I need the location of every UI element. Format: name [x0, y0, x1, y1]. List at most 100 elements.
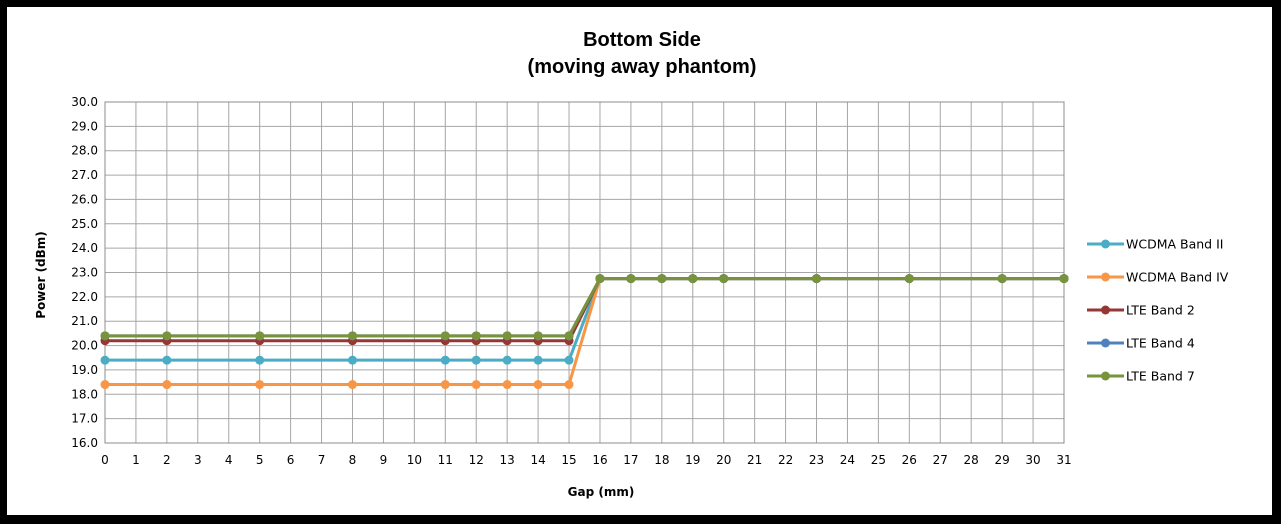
y-tick-label: 24.0 — [71, 241, 98, 255]
x-tick-label: 23 — [809, 453, 824, 467]
data-point — [471, 355, 481, 365]
x-tick-label: 17 — [623, 453, 638, 467]
series-line — [105, 277, 1064, 387]
x-tick-label: 27 — [933, 453, 948, 467]
data-point — [626, 274, 636, 284]
data-point — [440, 331, 450, 341]
y-tick-label: 16.0 — [71, 436, 98, 450]
data-point — [688, 274, 698, 284]
x-tick-label: 22 — [778, 453, 793, 467]
data-point — [440, 380, 450, 390]
y-tick-label: 22.0 — [71, 290, 98, 304]
x-tick-label: 7 — [318, 453, 326, 467]
data-point — [440, 355, 450, 365]
data-point — [997, 274, 1007, 284]
x-tick-label: 6 — [287, 453, 295, 467]
data-point — [595, 274, 605, 284]
data-point — [255, 380, 265, 390]
x-tick-label: 24 — [840, 453, 855, 467]
data-point — [255, 355, 265, 365]
x-tick-label: 21 — [747, 453, 762, 467]
x-tick-label: 9 — [380, 453, 388, 467]
x-tick-label: 11 — [438, 453, 453, 467]
data-point — [502, 380, 512, 390]
y-tick-label: 27.0 — [71, 168, 98, 182]
y-tick-label: 25.0 — [71, 217, 98, 231]
legend-item: LTE Band 4 — [1087, 336, 1195, 351]
x-tick-label: 12 — [469, 453, 484, 467]
data-point — [162, 355, 172, 365]
data-point — [255, 331, 265, 341]
data-point — [162, 380, 172, 390]
data-point — [564, 380, 574, 390]
x-tick-label: 25 — [871, 453, 886, 467]
x-tick-label: 10 — [407, 453, 422, 467]
x-tick-label: 15 — [561, 453, 576, 467]
legend-marker — [1101, 305, 1110, 315]
y-axis-ticks: 16.0 17.0 18.0 19.0 20.0 21.0 22.0 23.0 24.0 25.0… — [71, 95, 98, 450]
y-tick-label: 19.0 — [71, 363, 98, 377]
x-tick-label: 18 — [654, 453, 669, 467]
legend-marker — [1101, 272, 1110, 282]
legend-item: WCDMA Band II — [1087, 237, 1223, 252]
plot-area — [104, 101, 1065, 444]
data-point — [347, 355, 357, 365]
x-tick-label: 29 — [994, 453, 1009, 467]
data-point — [812, 274, 822, 284]
y-tick-label: 17.0 — [71, 412, 98, 426]
data-point — [471, 331, 481, 341]
x-tick-label: 5 — [256, 453, 264, 467]
y-axis-label: Power (dBm) — [34, 231, 48, 319]
chart-frame: Bottom Side (moving away phantom) 16.0 17… — [5, 5, 1274, 517]
data-point — [162, 331, 172, 341]
chart-title: Bottom Side — [583, 29, 701, 51]
x-tick-label: 0 — [101, 453, 109, 467]
x-tick-label: 8 — [349, 453, 357, 467]
series-lines — [100, 274, 1069, 390]
y-tick-label: 28.0 — [71, 144, 98, 158]
data-point — [100, 355, 110, 365]
data-point — [657, 274, 667, 284]
x-tick-label: 13 — [500, 453, 515, 467]
x-axis-ticks: 0 1 2 3 4 5 6 7 8 9 10 11 12 13 14 15 16 17 18 19 20 21 22 23 24… — [101, 453, 1071, 467]
legend: WCDMA Band II WCDMA Band IV LTE Band 2 LTE … — [1087, 237, 1229, 384]
series-wcdma-band-iv — [100, 274, 1069, 390]
data-point — [533, 380, 543, 390]
data-point — [533, 355, 543, 365]
series-wcdma-band-ii — [100, 274, 1069, 365]
grid-lines — [104, 101, 1065, 444]
data-point — [471, 380, 481, 390]
legend-label: WCDMA Band II — [1126, 237, 1223, 252]
x-tick-label: 16 — [592, 453, 607, 467]
x-tick-label: 3 — [194, 453, 202, 467]
x-tick-label: 1 — [132, 453, 140, 467]
series-line — [105, 277, 1064, 362]
y-tick-label: 18.0 — [71, 387, 98, 401]
chart-subtitle: (moving away phantom) — [528, 56, 757, 78]
chart-canvas: Bottom Side (moving away phantom) 16.017… — [34, 29, 1229, 499]
x-axis-label: Gap (mm) — [568, 485, 635, 499]
legend-label: LTE Band 2 — [1126, 303, 1195, 318]
data-point — [100, 331, 110, 341]
data-point — [100, 380, 110, 390]
legend-item: LTE Band 2 — [1087, 303, 1195, 318]
x-tick-label: 2 — [163, 453, 171, 467]
data-point — [564, 355, 574, 365]
legend-marker — [1101, 338, 1110, 348]
legend-item: WCDMA Band IV — [1087, 270, 1229, 285]
x-tick-label: 20 — [716, 453, 731, 467]
legend-label: WCDMA Band IV — [1126, 270, 1229, 285]
series-lte-band-7 — [100, 274, 1069, 341]
data-point — [502, 331, 512, 341]
y-tick-label: 29.0 — [71, 119, 98, 133]
x-tick-label: 19 — [685, 453, 700, 467]
data-point — [564, 331, 574, 341]
data-point — [719, 274, 729, 284]
x-tick-label: 26 — [902, 453, 917, 467]
x-tick-label: 28 — [964, 453, 979, 467]
legend-marker — [1101, 239, 1110, 249]
x-tick-label: 4 — [225, 453, 233, 467]
data-point — [533, 331, 543, 341]
y-tick-label: 30.0 — [71, 95, 98, 109]
y-tick-label: 26.0 — [71, 192, 98, 206]
